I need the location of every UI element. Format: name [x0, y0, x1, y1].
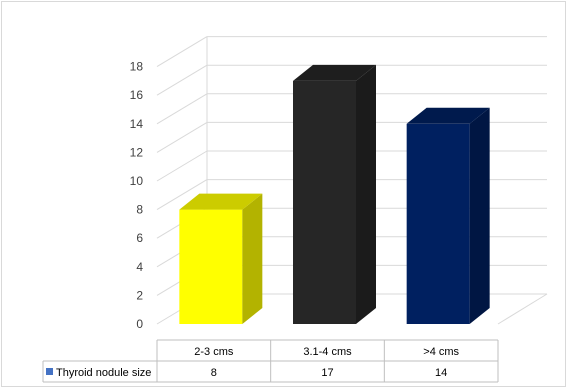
- bar: [406, 107, 490, 324]
- gridline-side: [156, 150, 208, 182]
- bar-top: [406, 107, 490, 124]
- bar: [293, 64, 376, 325]
- data-table-value: 17: [321, 367, 333, 379]
- x-category-label: 2-3 cms: [194, 346, 234, 358]
- gridlines: [156, 36, 548, 325]
- y-tick-label: 18: [130, 60, 144, 74]
- y-tick-label: 8: [136, 203, 143, 217]
- gridline-side: [156, 36, 208, 68]
- x-category-label: >4 cms: [423, 346, 459, 358]
- bar-side: [242, 193, 263, 324]
- floor-edge: [497, 293, 548, 325]
- y-tick-label: 6: [136, 231, 143, 245]
- data-table-value: 8: [211, 367, 217, 379]
- bar-front: [293, 80, 356, 325]
- y-tick-label: 0: [136, 317, 143, 331]
- y-tick-label: 16: [130, 88, 144, 102]
- x-category-label: 3.1-4 cms: [303, 346, 352, 358]
- gridline-side: [156, 64, 208, 96]
- bar: [179, 193, 263, 324]
- bar-top: [293, 64, 376, 81]
- bars: [179, 64, 490, 325]
- bar-front: [406, 123, 470, 324]
- bar-side: [356, 64, 376, 325]
- gridline-side: [156, 93, 208, 125]
- legend-series-name: Thyroid nodule size: [56, 367, 151, 379]
- y-axis: 0 2 4 6 8 10 12 14 16 18: [130, 60, 144, 331]
- gridline-side: [156, 179, 208, 211]
- data-table-value: 14: [435, 367, 447, 379]
- bar-front: [179, 209, 243, 324]
- y-tick-label: 12: [130, 145, 144, 159]
- data-table: 2-3 cms 8 3.1-4 cms 17 >4 cms 14 Thyroid nodul…: [42, 339, 499, 383]
- y-tick-label: 10: [130, 174, 144, 188]
- y-tick-label: 14: [130, 117, 144, 131]
- bar-side: [469, 107, 490, 324]
- y-tick-label: 2: [136, 288, 143, 302]
- gridline-side: [156, 121, 208, 153]
- y-tick-label: 4: [136, 260, 143, 274]
- legend-key: [46, 368, 53, 375]
- bar-top: [179, 193, 263, 210]
